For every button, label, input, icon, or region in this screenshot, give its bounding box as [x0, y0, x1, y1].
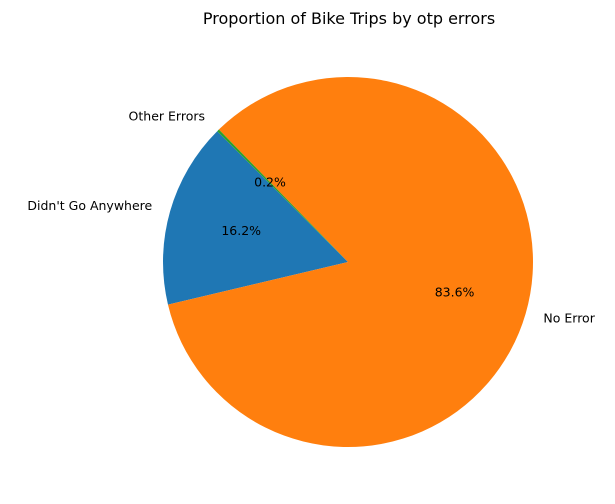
slice-label-other-errors: Other Errors — [129, 109, 205, 124]
chart-title: Proportion of Bike Trips by otp errors — [203, 9, 495, 28]
pie-slice-other-errors — [217, 129, 348, 262]
pie-labels: Didn't Go Anywhere 16.2% No Error 83.6% Othe… — [27, 109, 595, 326]
percent-label-other-errors: 0.2% — [254, 175, 286, 190]
slice-label-didn-t-go-anywhere: Didn't Go Anywhere — [27, 198, 152, 213]
percent-label-no-error: 83.6% — [435, 284, 475, 299]
pie-slices — [163, 76, 534, 447]
pie-slice-no-error — [167, 76, 534, 447]
percent-label-didn-t-go-anywhere: 16.2% — [221, 223, 261, 238]
pie-slice-didn-t-go-anywhere — [163, 131, 348, 305]
slice-label-no-error: No Error — [543, 310, 595, 325]
